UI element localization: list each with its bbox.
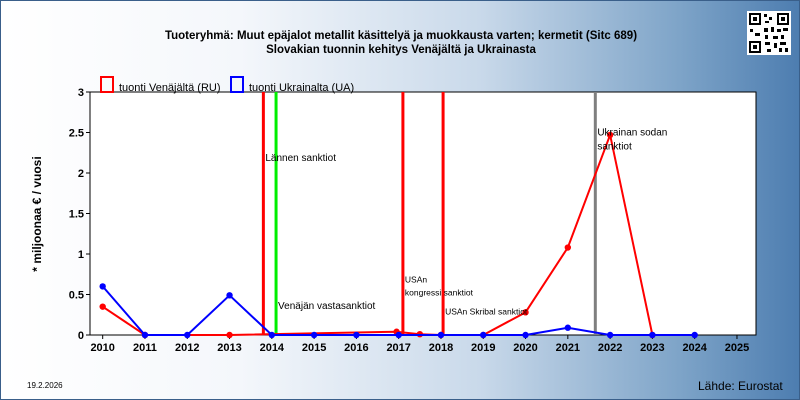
x-tick-label: 2011 [133,342,157,354]
data-point [606,331,614,339]
event-label-2: kongressi sanktiot [405,287,474,297]
event-label-0: Lännen sanktiot [265,153,336,164]
y-tick-label: 2 [78,168,84,180]
x-tick-label: 2013 [217,342,241,354]
x-tick-label: 2015 [302,342,326,354]
data-point [606,131,614,139]
x-tick-label: 2025 [725,342,749,354]
qr-code-icon [747,11,791,55]
y-tick-label: 1 [78,249,84,261]
chart-subtitle: Slovakian tuonnin kehitys Venäjältä ja U… [266,44,536,56]
x-tick-label: 2014 [260,342,285,354]
x-tick-label: 2010 [90,342,114,354]
data-point [480,331,487,339]
event-label-4: Ukrainan sodan [597,128,667,139]
x-tick-label: 2023 [640,342,664,354]
x-tick-label: 2022 [598,342,622,354]
data-point [268,331,276,339]
y-tick-label: 1.5 [69,209,84,221]
y-tick-label: 3 [78,87,84,99]
date-label: 19.2.2026 [27,381,63,390]
x-tick-label: 2019 [471,342,495,354]
x-tick-label: 2018 [429,342,453,354]
y-tick-label: 0 [78,330,84,342]
data-point [99,303,106,310]
x-tick-label: 2012 [175,342,199,354]
data-point [141,331,149,339]
legend-label-0: tuonti Venäjältä (RU) [119,82,221,94]
data-point [437,331,445,339]
data-point [522,331,529,339]
data-point [564,244,572,251]
data-point [395,331,402,339]
chart-title: Tuoteryhmä: Muut epäjalot metallit käsit… [164,30,638,42]
data-point [226,292,233,299]
data-point [564,324,572,331]
data-point [649,331,656,339]
legend-label-1: tuonti Ukrainalta (UA) [249,82,354,94]
data-point [184,331,191,339]
event-label-2: USAn [405,274,427,284]
plot-area [89,91,757,336]
data-point [310,331,318,339]
x-tick-label: 2021 [556,342,580,354]
data-point [353,331,360,339]
y-tick-label: 2.5 [69,128,84,140]
data-point [226,331,233,339]
data-point [691,331,698,339]
event-label-3: USAn Skribal sanktiot [445,307,528,317]
event-label-1: Venäjän vastasanktiot [278,301,376,312]
legend-swatch-0 [100,76,114,93]
source-label: Lähde: Eurostat [698,379,783,393]
legend-swatch-1 [230,76,244,93]
x-tick-label: 2024 [682,342,707,354]
data-point [99,283,106,290]
x-tick-label: 2020 [513,342,537,354]
event-label-4: sanktiot [597,142,632,153]
data-point [522,309,529,316]
y-tick-label: 0.5 [69,290,84,302]
x-tick-label: 2017 [386,342,410,354]
x-tick-label: 2016 [344,342,368,354]
